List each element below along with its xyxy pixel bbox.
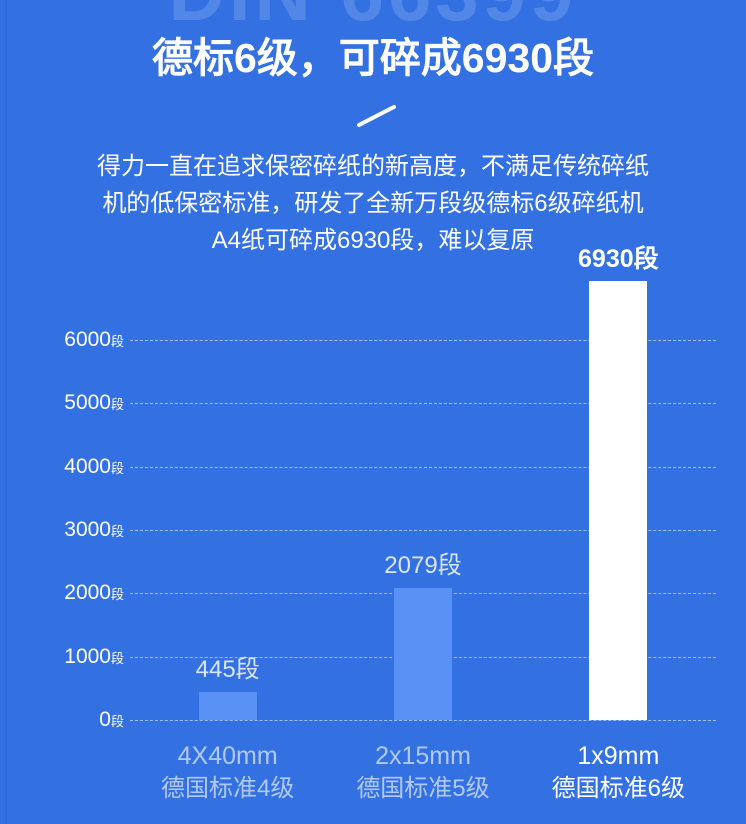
- chart-x-category-size: 4X40mm: [177, 742, 278, 770]
- chart-y-tick-unit: 段: [110, 650, 124, 666]
- chart-bar-value-label: 2079段: [384, 552, 462, 580]
- body-copy-line-1: 得力一直在追求保密碎纸的新高度，不满足传统碎纸: [97, 153, 649, 180]
- chart-y-axis: 6000段 5000段 4000段 3000段 2000段 1000段 0段: [0, 329, 124, 730]
- chart-y-tick-label: 5000段: [6, 392, 124, 415]
- chart-y-tick-value: 5000: [64, 391, 111, 415]
- chart-x-category-label: 2x15mm 德国标准5级: [323, 740, 523, 805]
- slash-divider-icon: [356, 104, 398, 128]
- chart-gridline: [130, 466, 716, 468]
- chart-y-tick-value: 4000: [64, 454, 111, 478]
- body-copy-line-2: 机的低保密标准，研发了全新万段级德标6级碎纸机: [102, 190, 644, 217]
- chart-x-category-size: 2x15mm: [375, 742, 471, 770]
- chart-y-tick-value: 3000: [64, 518, 111, 541]
- chart-bar: [198, 691, 257, 720]
- chart-x-category-standard: 德国标准4级: [160, 775, 295, 802]
- chart-bar: [394, 588, 452, 720]
- chart-y-tick-label: 3000段: [6, 519, 124, 542]
- chart-bar: [589, 281, 648, 720]
- chart-gridline: [130, 530, 716, 531]
- chart-x-category-standard: 德国标准6级: [551, 775, 685, 802]
- chart-y-tick-value: 2000: [64, 581, 111, 605]
- chart-x-category-size: 1x9mm: [577, 742, 660, 770]
- chart-bar-value-label: 445段: [195, 655, 260, 683]
- chart-y-tick-unit: 段: [110, 714, 124, 729]
- chart-x-category-label: 4X40mm 德国标准4级: [128, 740, 328, 805]
- chart-x-category-standard: 德国标准5级: [356, 775, 490, 802]
- chart-gridline: [130, 403, 716, 405]
- chart-plot-area: 445段 2079段 6930段: [130, 247, 716, 721]
- chart-y-tick-label: 1000段: [6, 646, 124, 669]
- page-title: 德标6级，可碎成6930段: [151, 35, 594, 81]
- chart-y-tick-unit: 段: [110, 334, 124, 349]
- chart-y-tick-unit: 段: [110, 587, 124, 603]
- chart-y-tick-value: 6000: [64, 328, 111, 351]
- chart-y-tick-unit: 段: [110, 460, 124, 476]
- chart-y-tick-value: 1000: [64, 644, 111, 668]
- chart-y-tick-unit: 段: [110, 524, 124, 539]
- chart-bar-value-label: 6930段: [578, 245, 659, 274]
- chart-gridline: [130, 720, 716, 721]
- bar-chart: 6000段 5000段 4000段 3000段 2000段 1000段 0段 445段 207…: [0, 247, 746, 824]
- chart-x-axis-labels: 4X40mm 德国标准4级 2x15mm 德国标准5级 1x9mm 德国标准6级: [130, 740, 716, 820]
- chart-y-tick-label: 0段: [6, 709, 124, 732]
- chart-gridline: [130, 340, 716, 341]
- chart-y-tick-value: 0: [99, 708, 111, 731]
- chart-y-tick-unit: 段: [110, 397, 124, 413]
- chart-x-category-label: 1x9mm 德国标准6级: [518, 740, 718, 805]
- body-copy: 得力一直在追求保密碎纸的新高度，不满足传统碎纸 机的低保密标准，研发了全新万段级…: [22, 148, 724, 259]
- chart-y-tick-label: 4000段: [6, 456, 124, 479]
- chart-y-tick-label: 6000段: [6, 329, 124, 352]
- chart-y-tick-label: 2000段: [6, 582, 124, 605]
- body-copy-line-3: A4纸可碎成6930段，难以复原: [211, 227, 535, 254]
